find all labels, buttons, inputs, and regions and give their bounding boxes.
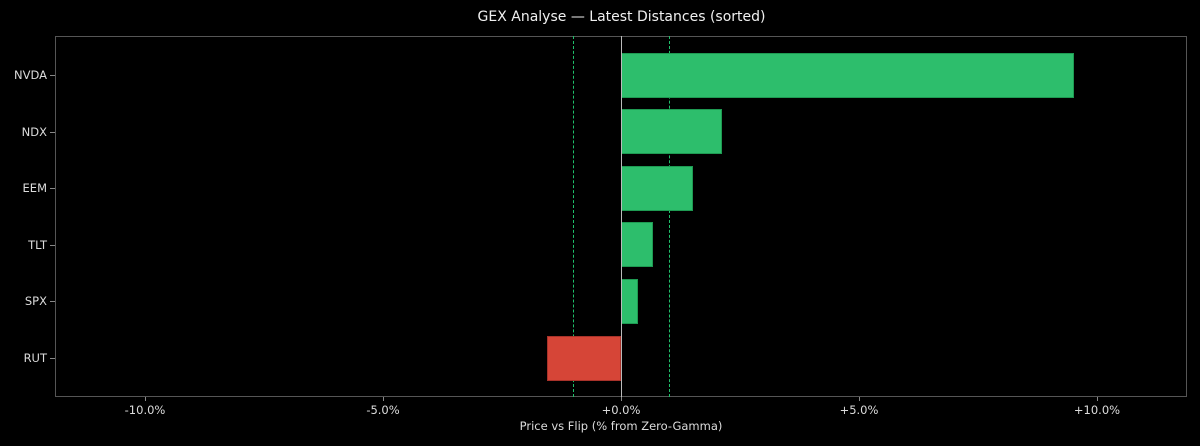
x-tick-mark <box>145 397 146 401</box>
x-tick-label: +5.0% <box>839 403 879 417</box>
y-tick-label: NDX <box>21 124 47 139</box>
x-tick-mark <box>621 397 622 401</box>
zero-line <box>621 36 622 397</box>
bar-ndx <box>621 109 722 155</box>
chart-title: GEX Analyse — Latest Distances (sorted) <box>477 9 766 25</box>
bar-nvda <box>621 52 1075 98</box>
y-tick-mark <box>50 301 55 303</box>
x-tick-mark <box>859 397 860 401</box>
bar-tlt <box>621 222 653 268</box>
y-tick-label: RUT <box>23 351 47 365</box>
y-tick-mark <box>50 131 55 133</box>
threshold-line <box>573 36 574 397</box>
x-tick-label: +10.0% <box>1073 403 1121 417</box>
x-axis-label: Price vs Flip (% from Zero-Gamma) <box>519 419 723 433</box>
bar-eem <box>621 165 693 211</box>
y-tick-label: NVDA <box>14 68 47 82</box>
threshold-line <box>669 36 670 397</box>
y-tick-label: SPX <box>24 294 47 309</box>
y-tick-mark <box>50 75 55 76</box>
y-tick-label: EEM <box>22 181 47 196</box>
x-tick-label: -5.0% <box>366 403 400 417</box>
x-tick-label: -10.0% <box>124 403 166 417</box>
y-tick-label: TLT <box>28 237 47 252</box>
x-tick-label: +0.0% <box>601 403 641 417</box>
bar-spx <box>621 278 639 324</box>
y-tick-mark <box>50 244 55 246</box>
x-tick-mark <box>383 397 384 401</box>
y-tick-mark <box>50 188 55 190</box>
y-tick-mark <box>50 358 55 359</box>
x-tick-mark <box>1097 397 1098 401</box>
bar-rut <box>547 335 621 381</box>
